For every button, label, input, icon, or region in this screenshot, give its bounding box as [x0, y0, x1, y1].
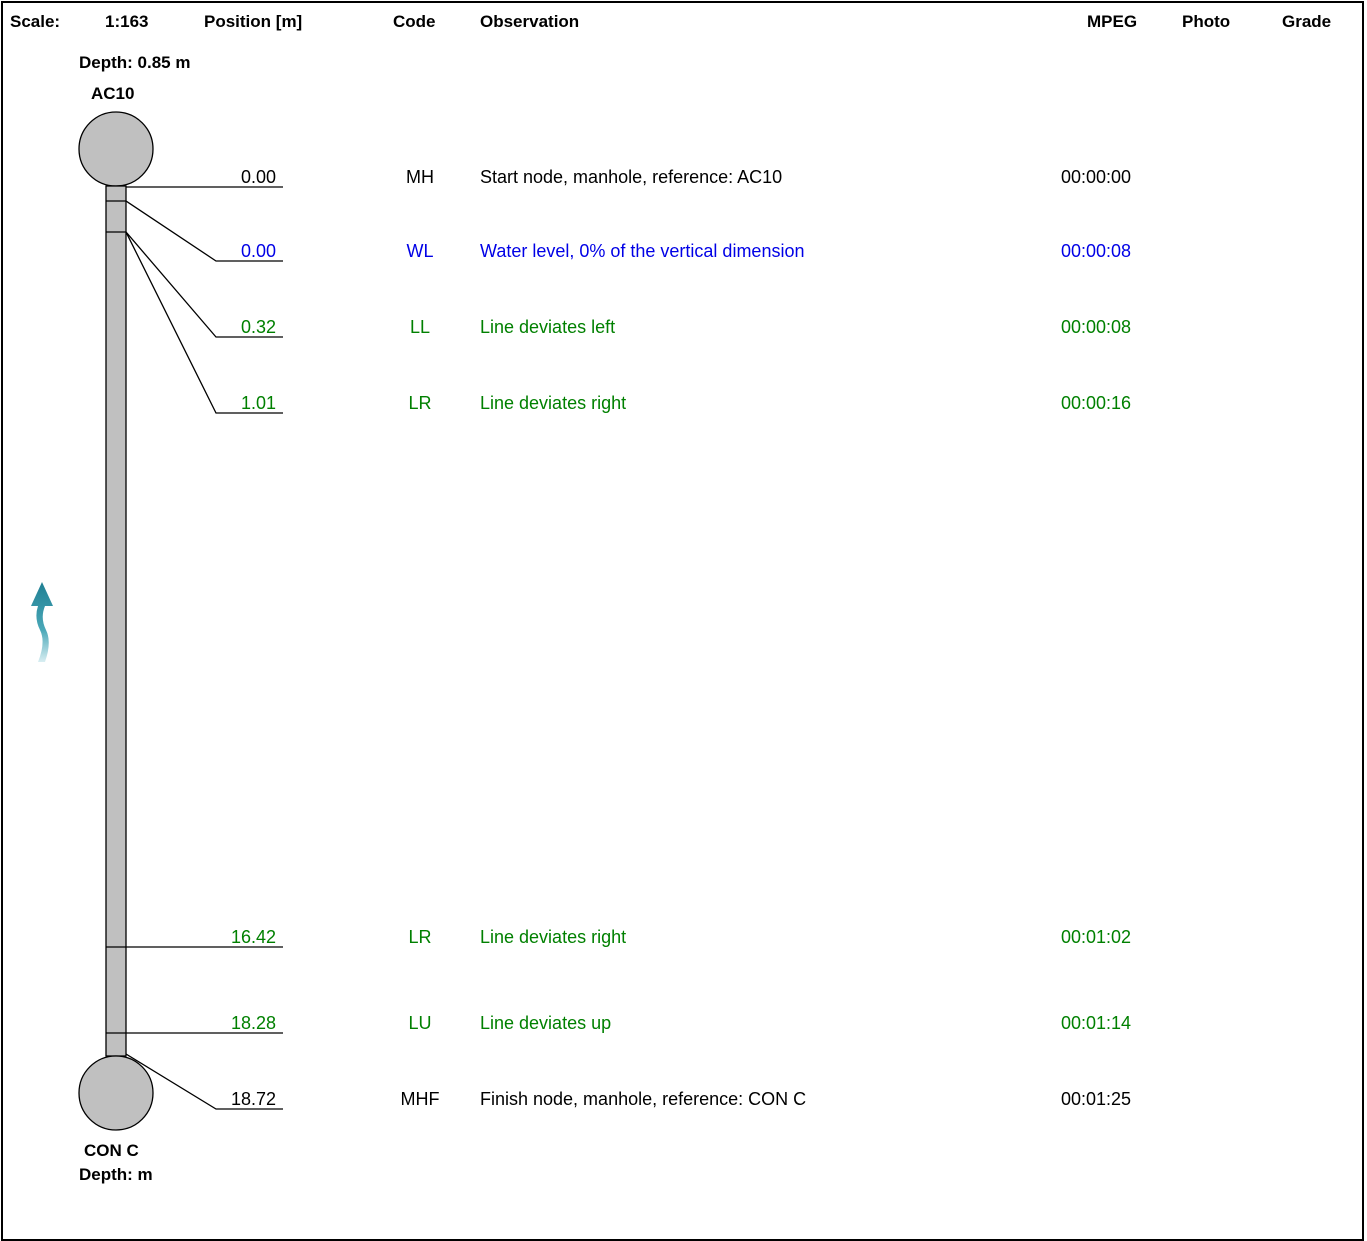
observation-mpeg: 00:00:08: [1061, 241, 1132, 261]
observation-code: LR: [408, 927, 432, 947]
photo-header: Photo: [1182, 12, 1231, 31]
observation-code: MHF: [400, 1089, 440, 1109]
observation-leader: [125, 231, 283, 338]
start-manhole: [78, 111, 154, 187]
observation-code: WL: [406, 241, 434, 261]
observation-code: LR: [408, 393, 432, 413]
pipe-segment: [105, 185, 127, 1057]
observation-leader: [125, 231, 283, 414]
observation-header: Observation: [480, 12, 580, 31]
observation-mpeg: 00:00:08: [1061, 317, 1132, 337]
observation-text: Line deviates right: [480, 393, 627, 413]
observation-mpeg: 00:01:02: [1061, 927, 1132, 947]
scale-value: 1:163: [105, 12, 149, 31]
observation-mpeg: 00:01:25: [1061, 1089, 1132, 1109]
finish-node-name: CON C: [84, 1141, 139, 1160]
position-header: Position [m]: [204, 12, 303, 31]
observation-position: 18.72: [230, 1089, 276, 1109]
observation-code: LU: [408, 1013, 432, 1033]
start-node-depth: Depth: 0.85 m: [79, 53, 191, 72]
observation-position: 1.01: [240, 393, 276, 413]
observation-text: Line deviates up: [480, 1013, 612, 1033]
observation-position: 0.00: [240, 167, 276, 187]
observation-mpeg: 00:00:16: [1061, 393, 1132, 413]
observation-position: 18.28: [230, 1013, 276, 1033]
observation-position: 0.00: [240, 241, 276, 261]
finish-node-depth: Depth: m: [79, 1165, 153, 1184]
observation-code: MH: [406, 167, 434, 187]
observation-leader: [125, 1053, 283, 1110]
observation-text: Start node, manhole, reference: AC10: [480, 167, 783, 187]
mpeg-header: MPEG: [1087, 12, 1138, 31]
finish-manhole: [78, 1055, 154, 1131]
observation-text: Line deviates right: [480, 927, 627, 947]
grade-header: Grade: [1282, 12, 1332, 31]
observation-text: Line deviates left: [480, 317, 616, 337]
scale-label: Scale:: [10, 12, 61, 31]
observation-mpeg: 00:00:00: [1061, 167, 1132, 187]
observation-leader: [125, 200, 283, 262]
observation-text: Finish node, manhole, reference: CON C: [480, 1089, 807, 1109]
observation-leaders: [106, 186, 283, 1110]
observation-text: Water level, 0% of the vertical dimensio…: [480, 241, 805, 261]
observation-position: 16.42: [230, 927, 276, 947]
code-header: Code: [393, 12, 436, 31]
flow-direction-arrow-icon: [31, 582, 53, 662]
observation-mpeg: 00:01:14: [1061, 1013, 1132, 1033]
start-node-name: AC10: [91, 84, 135, 103]
observation-code: LL: [409, 317, 431, 337]
observation-position: 0.32: [240, 317, 276, 337]
